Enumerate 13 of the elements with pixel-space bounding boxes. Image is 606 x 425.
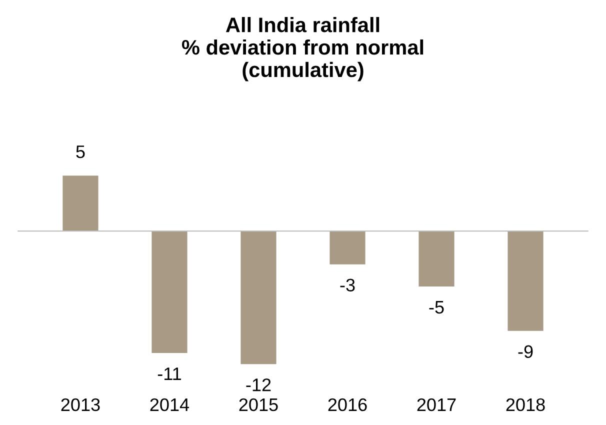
data-label: -12 xyxy=(246,378,271,392)
data-label: -5 xyxy=(429,301,444,314)
x-tick-label: 2017 xyxy=(417,398,456,412)
x-tick-label: 2018 xyxy=(506,398,545,412)
x-tick-label: 2015 xyxy=(239,398,278,412)
data-label: -9 xyxy=(518,345,533,358)
data-label: 5 xyxy=(76,146,85,158)
data-label: -3 xyxy=(340,278,355,292)
x-tick-label: 2013 xyxy=(61,398,100,412)
x-tick-label: 2016 xyxy=(328,398,367,412)
chart-title: All India rainfall % deviation from normal (cumulative) xyxy=(182,17,424,82)
x-tick-label: 2014 xyxy=(150,398,190,412)
data-label: -11 xyxy=(158,368,181,380)
